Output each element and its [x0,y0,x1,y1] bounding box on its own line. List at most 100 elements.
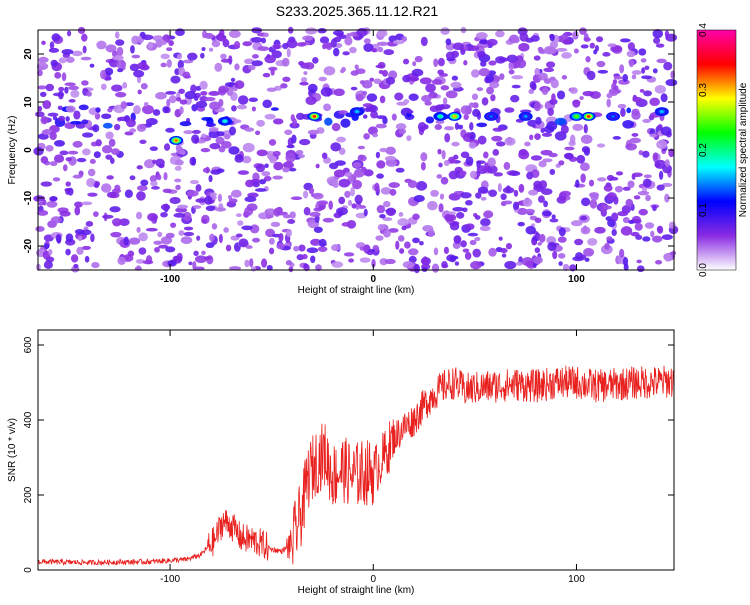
spectrogram-cell [478,68,490,77]
spectrogram-cell [488,247,497,257]
spectrogram-cell [191,134,200,144]
spectrogram-cell [510,94,520,103]
spectrogram-cell [641,67,646,74]
spectrogram-cell [136,123,147,132]
spectrogram-cell [612,136,622,140]
spectrogram-cell [558,160,565,166]
spectrogram-cell [636,265,645,273]
spectrogram-cell [40,156,49,164]
spectrogram-cell [258,179,267,185]
spectrogram-cell [412,213,420,220]
spectrogram-cell [271,50,282,59]
spectrogram-cell [150,180,158,187]
spectrogram-cell [385,207,396,217]
spectrogram-cell [80,56,92,61]
spectrogram-cell [474,237,481,242]
spectrogram-cell [158,163,165,169]
spectrogram-cell [272,175,284,180]
spectrogram-cell [460,151,470,159]
spectrogram-cell [101,214,114,219]
spectrogram-cell [209,233,215,242]
spectrogram-cell [165,246,176,253]
spectrogram-cell [87,192,98,197]
spectrogram-cell [627,180,635,189]
spectrogram-cell [580,215,588,221]
spectrogram-cell [305,27,318,35]
spectrogram-cell [217,193,223,203]
spectrogram-cell [73,263,79,269]
spectrogram-cell [160,211,168,218]
spectrogram-cell [81,119,89,125]
spectrogram-cell [502,187,515,194]
spectrogram-cell [270,107,279,111]
spectrogram-cell [474,215,481,220]
spectrogram-cell [414,55,423,63]
spectrogram-cell [617,211,629,217]
spectrogram-cell [33,195,46,202]
spectrogram-cell [376,173,384,179]
spectrogram-cell [268,139,277,146]
spectrogram-cell [399,248,405,254]
spectrogram-cell [489,81,500,89]
spectrogram-y-tick-label: -20 [23,238,34,253]
spectrogram-cell [629,137,642,144]
spectrogram-cell [504,260,517,270]
spectrogram-cell [447,211,456,215]
spectrogram-cell [537,241,543,246]
spectrogram-cell [642,150,650,158]
spectrogram-cell [105,154,113,160]
spectrogram-cell [642,236,651,242]
spectrogram-cell [174,68,180,76]
spectrogram-cell [524,208,535,215]
spectrogram-cell [589,42,596,49]
spectrogram-cell [413,194,425,203]
spectrogram-cell [486,38,498,46]
spectrogram-cell [273,118,284,125]
spectrogram-cell [155,92,167,100]
spectrogram-cell [112,55,124,61]
spectrogram-cell [336,136,346,143]
spectrogram-cell [583,124,588,134]
spectrogram-cell [177,59,184,70]
spectrogram-cell [412,237,420,244]
spectrogram-cell [254,188,267,192]
spectrogram-cell [544,45,556,55]
spectrogram-cell [443,159,450,167]
spectrogram-cell [205,205,216,212]
spectrogram-cell [192,129,201,134]
spectrogram-cell [209,101,221,111]
spectrogram-cell [58,115,66,121]
spectrogram-cell [665,79,678,87]
spectrogram-cell [644,222,655,229]
spectrogram-cell [504,107,515,113]
spectrogram-cell [292,118,297,127]
spectrogram-cell [352,179,363,190]
snr-y-ticks: 0 200 400 600 [23,336,674,573]
spectrogram-cell [120,101,128,109]
spectrogram-cell [528,189,539,196]
spectrogram-cell [202,167,211,173]
spectrogram-cell [282,42,289,50]
spectrogram-cell [347,199,353,206]
spectrogram-cell [166,47,173,52]
spectrogram-cell [74,228,85,235]
spectrogram-cell [261,171,271,177]
spectrogram-cell [179,99,188,105]
spectrogram-cell [465,223,475,230]
spectrogram-cell [169,196,181,204]
spectrogram-cell [261,258,268,268]
spectrogram-cell [321,152,328,160]
spectrogram-cell [569,87,578,94]
spectrogram-cell [193,95,199,101]
spectrogram-cell [451,141,460,147]
spectrogram-cell [660,126,672,136]
spectrogram-cell [245,245,253,249]
spectrogram-cell [622,216,630,224]
spectrogram-cell [315,264,322,272]
spectrogram-cell [535,116,542,125]
spectrogram-cell [445,38,452,46]
spectrogram-cell [615,171,624,176]
spectrogram-cell [374,182,380,193]
spectrogram-cell [228,198,238,204]
spectrogram-cell [244,196,257,203]
